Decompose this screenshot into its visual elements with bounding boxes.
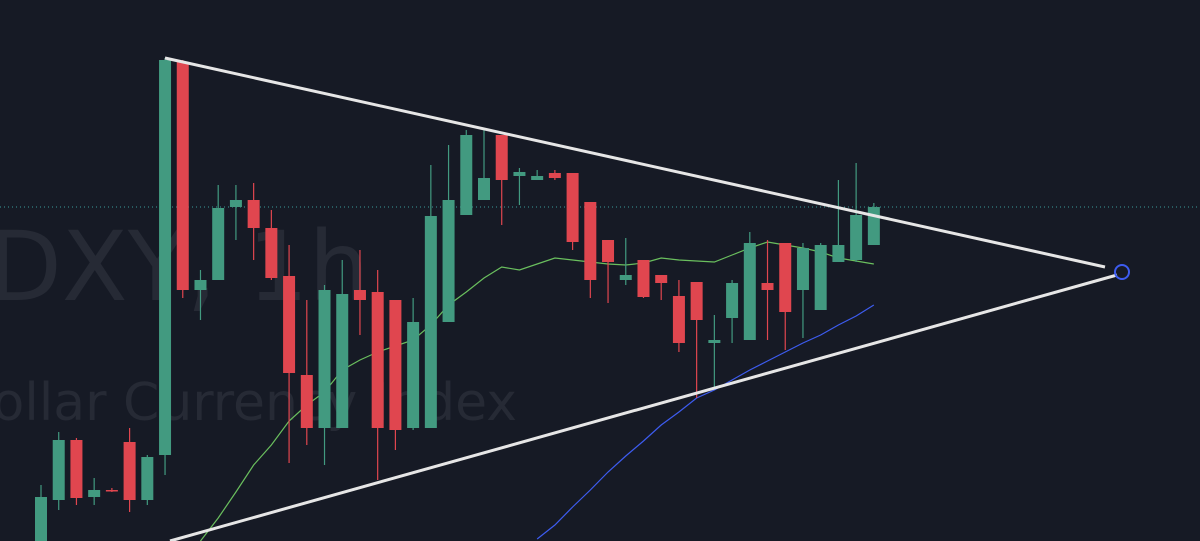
candle-body: [602, 240, 615, 262]
candle-body: [814, 245, 827, 310]
candle-body: [318, 290, 331, 428]
candle-body: [52, 440, 65, 500]
candle-body: [850, 215, 863, 260]
candle-body: [513, 172, 526, 176]
candle-body: [584, 202, 597, 280]
trendline-handle[interactable]: [1114, 264, 1130, 280]
plot: [35, 58, 880, 541]
candle-body: [637, 260, 650, 297]
candle-body: [212, 208, 225, 280]
candle-body: [655, 275, 668, 283]
candle-body: [690, 282, 703, 320]
candle-body: [353, 290, 366, 300]
candle-body: [796, 248, 809, 290]
candle-body: [743, 243, 756, 340]
candle-body: [123, 442, 136, 500]
candle-body: [779, 243, 792, 312]
candle-body: [726, 283, 739, 318]
candle-body: [371, 292, 384, 428]
candle-body: [424, 216, 437, 428]
candle-body: [672, 296, 685, 343]
candle-body: [761, 283, 774, 290]
candle-body: [283, 276, 296, 373]
candle-body: [194, 280, 207, 290]
candle-body: [265, 228, 278, 278]
moving-average: [536, 304, 875, 540]
candle-body: [619, 275, 632, 280]
candle-body: [300, 375, 313, 428]
trendline-upper[interactable]: [164, 56, 1106, 269]
candle-body: [141, 457, 154, 500]
watermark-subtitle: U.S. Dollar Currency Index: [0, 373, 517, 433]
candle-body: [442, 200, 455, 322]
candle-body: [460, 135, 473, 215]
candle-body: [229, 200, 242, 207]
candle-body: [159, 60, 172, 455]
candle-body: [478, 178, 490, 200]
candle-body: [832, 245, 845, 262]
candle-body: [407, 322, 420, 428]
candle-body: [531, 176, 544, 180]
candle-body: [867, 207, 880, 245]
candle-body: [247, 200, 260, 228]
candle-body: [105, 490, 118, 492]
candle-body: [176, 62, 189, 290]
candle-body: [708, 340, 721, 343]
candle-body: [495, 135, 508, 180]
candle-body: [566, 173, 579, 242]
candle-body: [336, 294, 349, 428]
candle-body: [88, 490, 101, 497]
candle-body: [70, 440, 83, 498]
trendline-lower[interactable]: [169, 273, 1118, 541]
candle-body: [389, 300, 402, 430]
candle-body: [548, 173, 561, 178]
candle-body: [35, 497, 47, 541]
